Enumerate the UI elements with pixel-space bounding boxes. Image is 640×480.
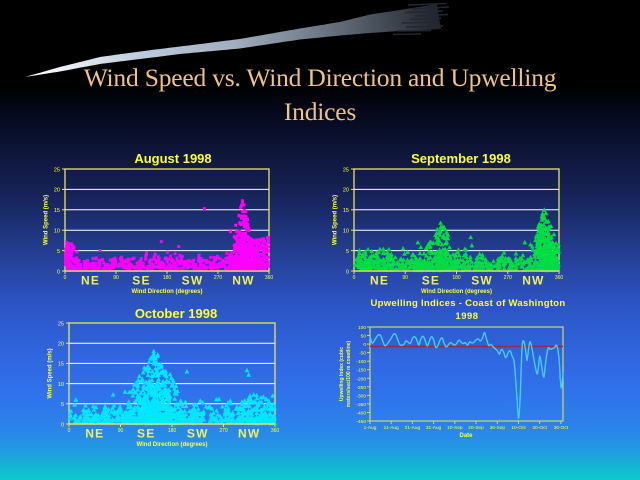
svg-text:30-Oct: 30-Oct [554, 425, 569, 431]
svg-text:NW: NW [238, 427, 260, 441]
svg-text:-100: -100 [356, 359, 366, 365]
svg-text:100: 100 [358, 325, 366, 331]
svg-text:Wind Direction (degrees): Wind Direction (degrees) [132, 289, 203, 295]
svg-text:Date: Date [459, 433, 473, 439]
svg-text:Upwelling Index (cubic: Upwelling Index (cubic [339, 347, 345, 401]
svg-text:180: 180 [168, 428, 177, 434]
svg-text:270: 270 [219, 428, 228, 434]
svg-text:September 1998: September 1998 [411, 151, 511, 166]
svg-text:NE: NE [85, 427, 104, 441]
svg-text:11-Aug: 11-Aug [384, 425, 399, 431]
svg-text:360: 360 [555, 275, 564, 281]
svg-text:90: 90 [402, 275, 408, 281]
svg-text:-450: -450 [356, 419, 366, 425]
svg-text:10: 10 [343, 229, 349, 235]
svg-text:NE: NE [81, 274, 100, 288]
svg-text:20-Oct: 20-Oct [532, 425, 547, 431]
svg-text:NW: NW [522, 274, 544, 288]
svg-text:Wind Direction (degrees): Wind Direction (degrees) [137, 442, 208, 448]
svg-text:-50: -50 [359, 351, 366, 357]
svg-text:NW: NW [232, 274, 254, 288]
svg-text:SE: SE [422, 274, 440, 288]
svg-text:31-Aug: 31-Aug [426, 425, 442, 431]
svg-text:10: 10 [54, 229, 60, 235]
svg-text:50: 50 [361, 334, 367, 340]
svg-text:10: 10 [58, 382, 64, 388]
svg-text:20: 20 [58, 342, 64, 348]
svg-text:-400: -400 [356, 411, 366, 417]
svg-text:October 1998: October 1998 [135, 306, 217, 321]
svg-text:SE: SE [137, 427, 155, 441]
svg-text:0: 0 [64, 275, 67, 281]
svg-text:0: 0 [57, 269, 60, 275]
svg-text:10-Oct: 10-Oct [511, 425, 526, 431]
svg-text:21-Aug: 21-Aug [405, 425, 421, 431]
svg-text:Wind Speed (m/s): Wind Speed (m/s) [48, 348, 54, 398]
svg-text:20: 20 [343, 188, 349, 194]
svg-text:0: 0 [353, 275, 356, 281]
svg-text:30-Sep: 30-Sep [490, 425, 506, 431]
svg-text:-200: -200 [356, 376, 366, 382]
svg-text:1998: 1998 [455, 311, 478, 322]
svg-text:NE: NE [370, 274, 389, 288]
svg-text:270: 270 [504, 275, 513, 281]
svg-text:20: 20 [54, 188, 60, 194]
svg-text:Wind Speed (m/s): Wind Speed (m/s) [44, 195, 50, 245]
svg-text:0: 0 [363, 342, 366, 348]
svg-text:25: 25 [58, 321, 64, 327]
svg-text:90: 90 [118, 428, 124, 434]
svg-text:Wind Speed (m/s): Wind Speed (m/s) [333, 195, 339, 245]
svg-text:5: 5 [57, 249, 60, 255]
svg-text:180: 180 [163, 275, 172, 281]
svg-text:360: 360 [271, 428, 280, 434]
svg-text:Upwelling Indices - Coast of W: Upwelling Indices - Coast of Washington [370, 298, 565, 309]
svg-text:5: 5 [61, 402, 64, 408]
svg-text:SE: SE [132, 274, 150, 288]
svg-text:20-Sep: 20-Sep [468, 425, 484, 431]
svg-text:Wind Direction (degrees): Wind Direction (degrees) [421, 289, 492, 295]
svg-text:-150: -150 [356, 368, 366, 374]
svg-text:15: 15 [54, 208, 60, 214]
svg-text:meters/sec/100 m coastline): meters/sec/100 m coastline) [346, 340, 352, 407]
svg-text:25: 25 [54, 167, 60, 173]
svg-text:5: 5 [346, 249, 349, 255]
svg-text:-250: -250 [356, 385, 366, 391]
svg-text:15: 15 [58, 362, 64, 368]
svg-text:10-Sep: 10-Sep [447, 425, 463, 431]
svg-text:1-Aug: 1-Aug [364, 425, 377, 431]
svg-text:90: 90 [113, 275, 119, 281]
svg-text:25: 25 [343, 167, 349, 173]
svg-text:August 1998: August 1998 [134, 151, 211, 166]
svg-text:15: 15 [343, 208, 349, 214]
svg-text:-350: -350 [356, 402, 366, 408]
svg-text:0: 0 [61, 422, 64, 428]
svg-text:360: 360 [265, 275, 274, 281]
svg-text:-300: -300 [356, 393, 366, 399]
svg-text:180: 180 [452, 275, 461, 281]
svg-text:SW: SW [187, 427, 209, 441]
svg-text:270: 270 [214, 275, 223, 281]
svg-text:0: 0 [68, 428, 71, 434]
svg-text:SW: SW [182, 274, 204, 288]
svg-text:SW: SW [471, 274, 493, 288]
svg-text:0: 0 [346, 269, 349, 275]
